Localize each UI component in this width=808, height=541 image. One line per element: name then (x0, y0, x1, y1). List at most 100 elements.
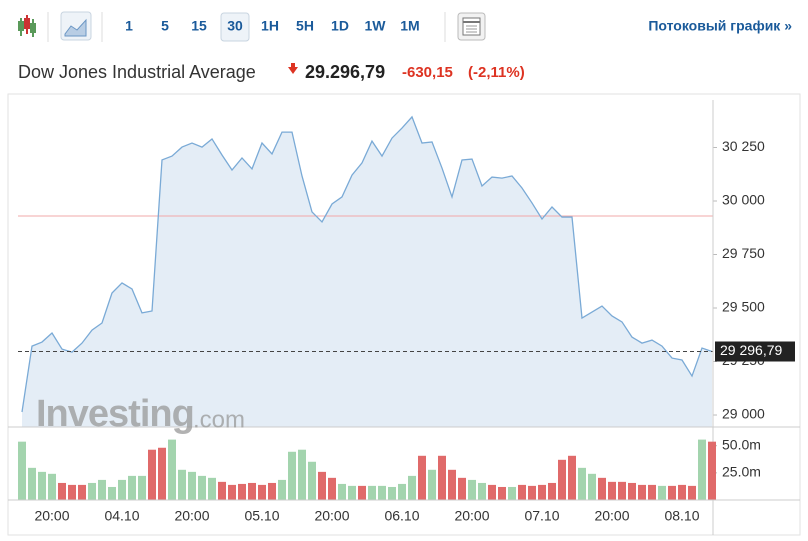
volume-bar (528, 485, 536, 500)
volume-bar (428, 469, 436, 500)
y-tick-label: 50.0m (722, 436, 761, 452)
interval-button[interactable]: 1D (331, 18, 349, 34)
volume-bar (468, 479, 476, 500)
stream-link[interactable]: Потоковый график » (648, 18, 792, 34)
volume-bar (548, 482, 556, 500)
volume-bar (278, 479, 286, 500)
interval-button[interactable]: 1W (365, 18, 387, 34)
volume-bar (708, 441, 716, 500)
table-icon[interactable] (457, 12, 486, 41)
volume-bar (188, 471, 196, 500)
volume-bar (578, 467, 586, 500)
volume-bar (398, 483, 406, 500)
volume-bar (268, 482, 276, 500)
interval-button[interactable]: 5 (161, 18, 169, 34)
volume-bar (668, 485, 676, 500)
last-price-label: 29 296,79 (720, 342, 782, 358)
volume-bar (408, 475, 416, 500)
candles-icon[interactable] (18, 15, 36, 37)
volume-bar (98, 479, 106, 500)
volume-bar (618, 481, 626, 500)
volume-bar (648, 484, 656, 500)
watermark-suffix: .com (193, 406, 245, 433)
price-line (21, 115, 713, 413)
volume-bar (118, 479, 126, 500)
y-tick-label: 29 000 (722, 406, 765, 422)
volume-bar (248, 482, 256, 500)
watermark-brand: Investing (36, 393, 194, 435)
x-tick-label: 20:00 (174, 508, 209, 524)
change-percent: (-2,11%) (468, 64, 525, 81)
volume-bar (608, 481, 616, 500)
x-tick-label: 20:00 (34, 508, 69, 524)
interval-button[interactable]: 1M (400, 18, 419, 34)
y-tick-label: 25.0m (722, 464, 761, 480)
volume-bar (238, 483, 246, 500)
interval-button[interactable]: 30 (227, 18, 243, 34)
change: -630,15 (402, 64, 453, 81)
volume-bar (18, 441, 26, 500)
y-tick-label: 30 250 (722, 138, 765, 154)
active-interval-box (220, 12, 250, 42)
volume-bar (378, 485, 386, 500)
x-tick-label: 08.10 (664, 508, 699, 524)
price-area (22, 116, 712, 428)
interval-button[interactable]: 5H (296, 18, 314, 34)
volume-bar (158, 447, 166, 500)
volume-bar (488, 484, 496, 500)
volume-bar (218, 481, 226, 500)
area-icon[interactable] (60, 11, 92, 41)
volume-bar (658, 485, 666, 500)
x-tick-label: 20:00 (594, 508, 629, 524)
chart-frame (7, 93, 801, 536)
volume-bar (348, 485, 356, 500)
volume-bar (198, 475, 206, 500)
volume-bar (298, 449, 306, 500)
volume-bar (308, 461, 316, 500)
x-tick-label: 20:00 (454, 508, 489, 524)
volume-bar (418, 455, 426, 500)
volume-bar (318, 471, 326, 500)
volume-bar (88, 482, 96, 500)
volume-bar (558, 459, 566, 500)
volume-bar (258, 484, 266, 500)
volume-bar (68, 484, 76, 500)
volume-bar (698, 439, 706, 500)
volume-bar (588, 473, 596, 500)
down-arrow (288, 63, 298, 74)
volume-bar (328, 477, 336, 500)
volume-bar (478, 482, 486, 500)
volume-bar (458, 477, 466, 500)
x-tick-label: 06.10 (384, 508, 419, 524)
volume-bar (78, 484, 86, 500)
volume-bar (228, 484, 236, 500)
volume-bar (498, 486, 506, 500)
volume-bar (538, 484, 546, 500)
volume-bar (628, 482, 636, 500)
volume-bar (358, 485, 366, 500)
volume-bar (48, 473, 56, 500)
volume-bar (138, 475, 146, 500)
price: 29.296,79 (305, 62, 385, 82)
x-tick-label: 20:00 (314, 508, 349, 524)
volume-bar (178, 469, 186, 500)
volume-bar (288, 451, 296, 500)
volume-bar (58, 482, 66, 500)
volume-bar (388, 486, 396, 500)
x-tick-label: 04.10 (104, 508, 139, 524)
x-tick-label: 05.10 (244, 508, 279, 524)
volume-bar (568, 455, 576, 500)
last-price-box (715, 341, 795, 362)
interval-button[interactable]: 1 (125, 18, 133, 34)
interval-button[interactable]: 1H (261, 18, 279, 34)
volume-bar (678, 484, 686, 500)
volume-bar (638, 484, 646, 500)
volume-bar (148, 449, 156, 500)
x-tick-label: 07.10 (524, 508, 559, 524)
volume-bar (438, 455, 446, 500)
volume-bar (28, 467, 36, 500)
volume-bar (368, 485, 376, 500)
interval-button[interactable]: 15 (191, 18, 207, 34)
instrument-name: Dow Jones Industrial Average (18, 62, 256, 82)
